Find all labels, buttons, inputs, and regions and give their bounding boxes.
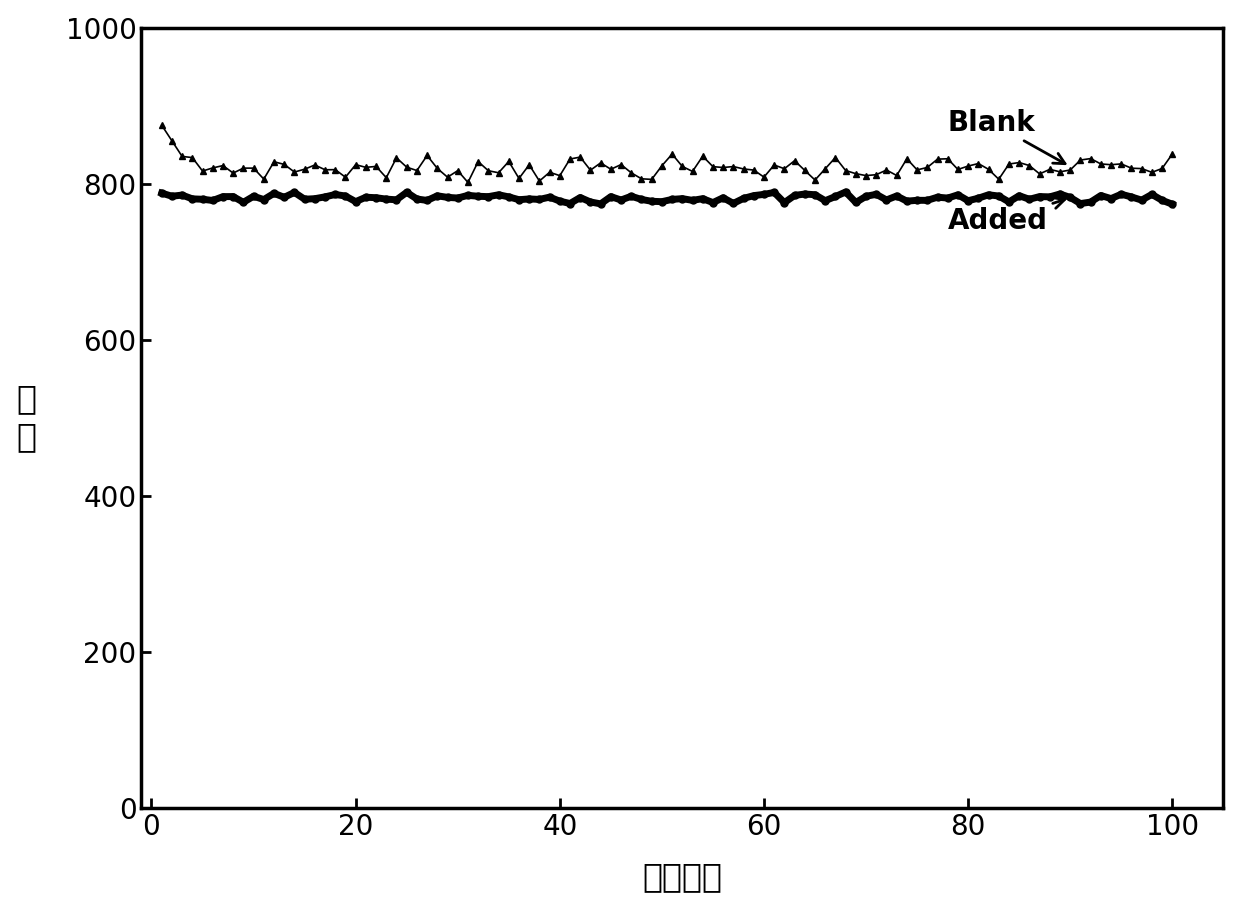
Y-axis label: 容
量: 容 量 [16, 382, 37, 453]
Text: Added: Added [947, 197, 1065, 235]
Text: Blank: Blank [947, 108, 1065, 164]
X-axis label: 循环次数: 循环次数 [642, 860, 723, 894]
